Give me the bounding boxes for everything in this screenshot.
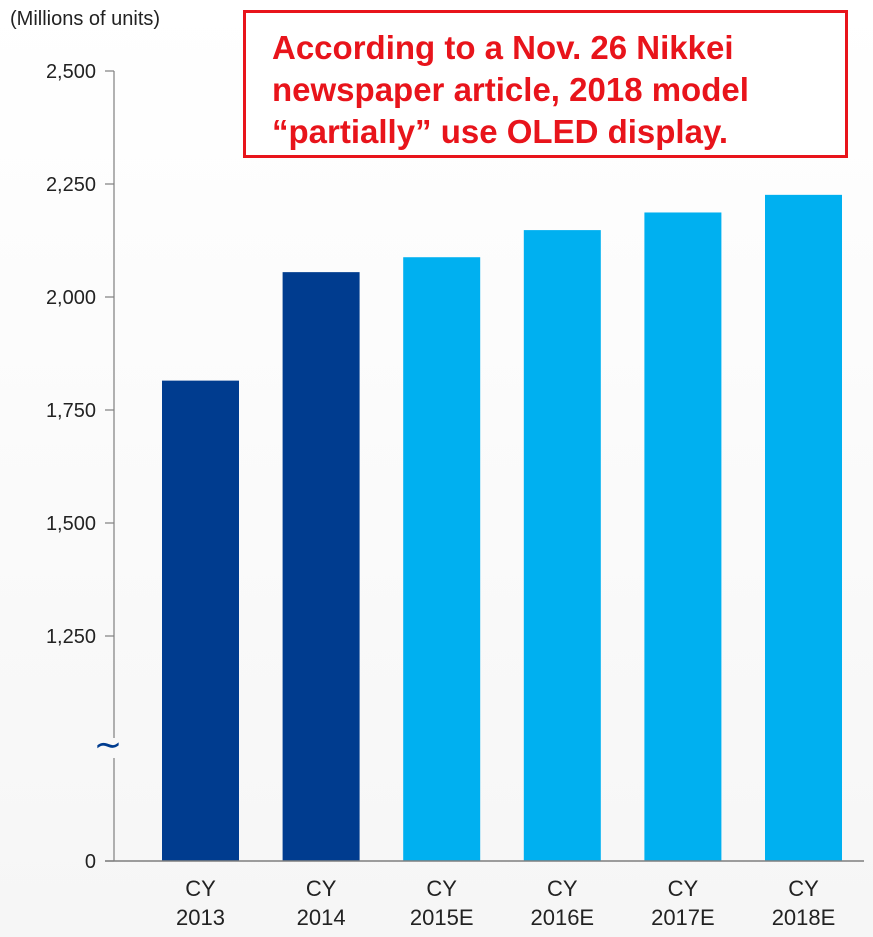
annotation-line-2: newspaper article, 2018 model	[272, 71, 749, 108]
x-tick-label: 2016E	[530, 905, 594, 930]
x-tick-label: 2013	[176, 905, 225, 930]
y-tick-label: 1,750	[46, 400, 96, 422]
y-axis-unit-label: (Millions of units)	[10, 8, 161, 30]
y-tick-label: 1,500	[46, 513, 96, 535]
annotation-line-3: “partially” use OLED display.	[272, 113, 729, 150]
bar	[403, 257, 481, 861]
x-tick-label: CY	[668, 876, 699, 901]
annotation-line-1: According to a Nov. 26 Nikkei	[272, 29, 734, 66]
x-tick-label: CY	[185, 876, 216, 901]
axis-break-symbol: ∼	[94, 725, 123, 765]
bar	[644, 212, 722, 861]
x-tick-label: 2014	[297, 905, 346, 930]
x-tick-label: 2015E	[410, 905, 474, 930]
x-tick-label: 2017E	[651, 905, 715, 930]
bar	[162, 380, 239, 861]
y-tick-label: 0	[85, 851, 96, 873]
bar	[282, 272, 360, 861]
annotation-callout: According to a Nov. 26 Nikkei newspaper …	[243, 10, 848, 158]
x-tick-label: CY	[306, 876, 337, 901]
bar	[765, 194, 842, 861]
x-tick-label: CY	[426, 876, 457, 901]
bar	[523, 230, 601, 861]
y-tick-label: 2,500	[46, 61, 96, 83]
x-tick-label: CY	[788, 876, 819, 901]
x-tick-label: CY	[547, 876, 578, 901]
y-tick-label: 2,000	[46, 287, 96, 309]
x-tick-label: 2018E	[772, 905, 836, 930]
y-tick-label: 2,250	[46, 174, 96, 196]
y-tick-label: 1,250	[46, 626, 96, 648]
